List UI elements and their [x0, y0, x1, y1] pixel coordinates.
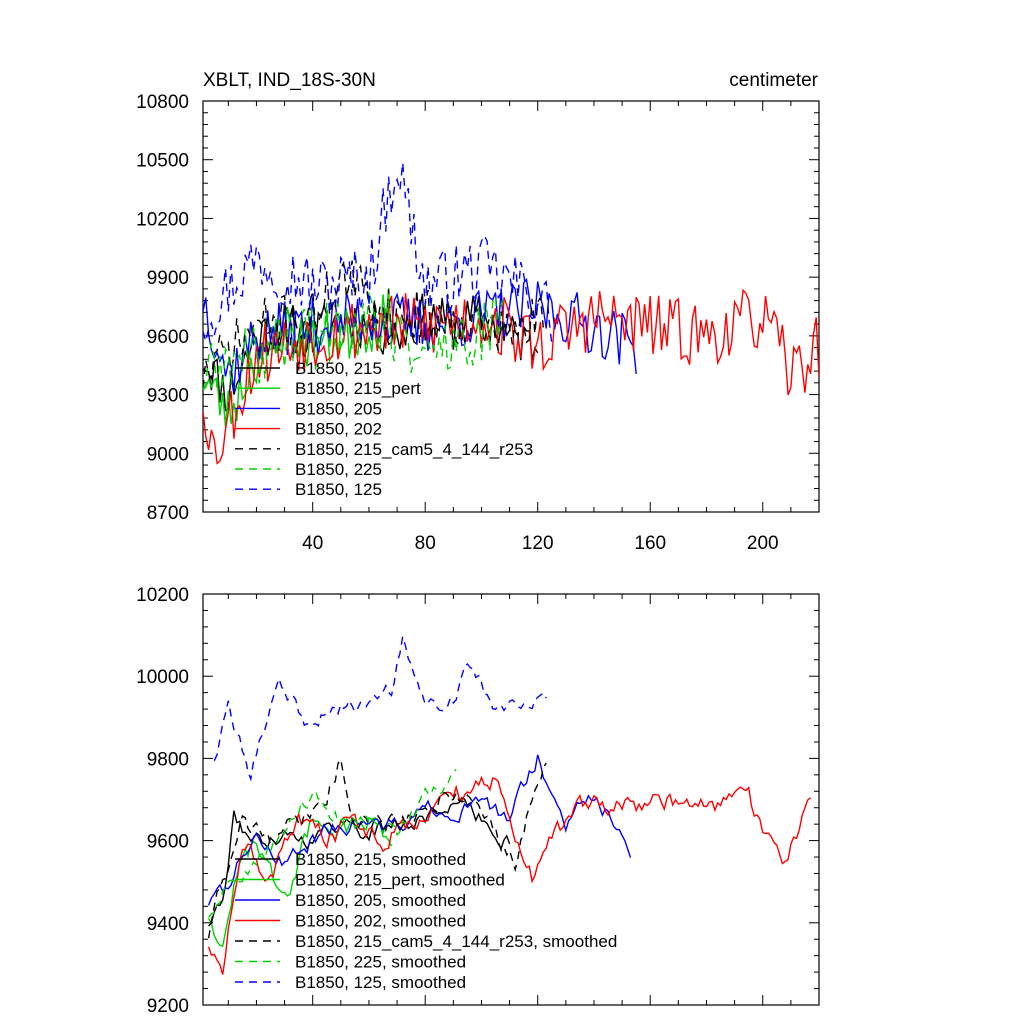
x-tick-label: 80: [415, 533, 436, 554]
legend-label: B1850, 225, smoothed: [295, 953, 466, 972]
y-tick-label: 9600: [147, 327, 189, 348]
y-tick-label: 10200: [136, 209, 189, 230]
series-line: [208, 768, 457, 918]
y-tick-label: 9400: [147, 914, 189, 935]
x-tick-label: 120: [522, 533, 554, 554]
y-tick-label: 10200: [136, 585, 189, 606]
y-tick-label: 10800: [136, 92, 189, 113]
top-plot-area: 8700 9000 9300 9600 9900 10200 10500 10800 40 80 1…: [136, 92, 820, 554]
x-tick-label: 160: [634, 533, 666, 554]
legend-label: B1850, 215, smoothed: [295, 850, 466, 869]
series-lines: [207, 636, 812, 975]
bottom-plot-area: 9200 9400 9600 9800 10000 10200: [136, 585, 820, 1017]
legend-label: B1850, 225: [295, 460, 382, 479]
y-tick-label: 9600: [147, 832, 189, 853]
y-tick-label: 10500: [136, 151, 189, 172]
legend-label: B1850, 215_cam5_4_144_r253: [295, 440, 533, 459]
series-lines: [203, 162, 819, 465]
y-tick-label: 9800: [147, 749, 189, 770]
series-line: [213, 636, 547, 782]
legend-label: B1850, 215_pert, smoothed: [295, 871, 505, 890]
legend-label: B1850, 215_cam5_4_144_r253, smoothed: [295, 932, 617, 951]
legend-label: B1850, 202, smoothed: [295, 912, 466, 931]
y-tick-label: 9200: [147, 996, 189, 1017]
series-line: [203, 260, 544, 389]
legend-label: B1850, 205: [295, 399, 382, 418]
bottom-legend: B1850, 215, smoothed B1850, 215_pert, smo…: [235, 850, 617, 992]
series-line: [203, 277, 637, 393]
legend-label: B1850, 215: [295, 359, 382, 378]
y-tick-label: 10000: [136, 667, 189, 688]
series-line: [207, 754, 632, 906]
bottom-panel: 9200 9400 9600 9800 10000 10200 B1850, 215, s…: [136, 585, 820, 1017]
plot-frame: [202, 593, 820, 1006]
legend-label: B1850, 215_pert: [295, 379, 421, 398]
legend-label: B1850, 205, smoothed: [295, 891, 466, 910]
series-line: [203, 162, 553, 344]
y-tick-label: 8700: [147, 503, 189, 524]
y-tick-label: 9000: [147, 444, 189, 465]
series-line: [203, 288, 819, 465]
top-chart-title: XBLT, IND_18S-30N: [203, 70, 376, 91]
legend-label: B1850, 202: [295, 420, 382, 439]
legend-label: B1850, 125, smoothed: [295, 973, 466, 992]
top-chart-units: centimeter: [729, 70, 818, 91]
series-line: [207, 775, 812, 975]
y-tick-label: 9300: [147, 386, 189, 407]
x-tick-label: 200: [747, 533, 779, 554]
x-tick-label: 40: [302, 533, 323, 554]
y-tick-label: 9900: [147, 268, 189, 289]
top-panel: XBLT, IND_18S-30N centimeter 8700 9000 930…: [136, 70, 820, 554]
plot-frame: [202, 100, 820, 513]
series-line: [203, 290, 505, 391]
legend-label: B1850, 125: [295, 480, 382, 499]
series-line: [208, 796, 511, 927]
